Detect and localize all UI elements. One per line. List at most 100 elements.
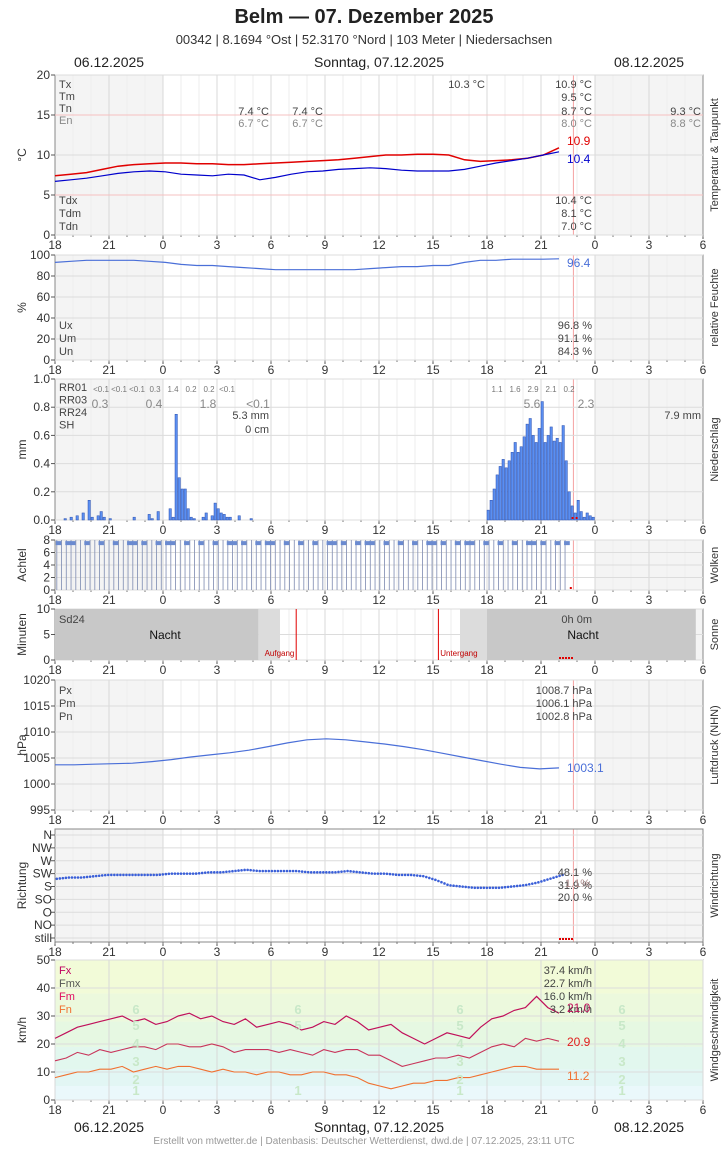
wind-dir-point bbox=[506, 885, 510, 889]
precip-bar bbox=[510, 452, 514, 521]
wind-dir-point bbox=[391, 873, 395, 876]
precip-bar bbox=[519, 446, 523, 521]
last-humidity-label: 96.4 bbox=[567, 256, 591, 270]
beaufort-label: 6 bbox=[294, 1002, 301, 1017]
x-tick-label: 18 bbox=[48, 813, 62, 827]
x-tick-label: 18 bbox=[480, 363, 494, 377]
stat-tm: 9.5 °C bbox=[561, 92, 592, 104]
wind-dir-point bbox=[137, 873, 140, 877]
x-tick-label: 21 bbox=[534, 238, 548, 252]
wind-dir-point bbox=[173, 872, 177, 875]
precip-bar bbox=[183, 488, 187, 521]
cloud-cap bbox=[530, 541, 537, 546]
missing-marker bbox=[568, 938, 570, 940]
y-tick-label: 5 bbox=[43, 188, 50, 202]
y-axis-label-press: hPa bbox=[15, 734, 29, 756]
wind-dir-point bbox=[122, 873, 125, 877]
wind-dir-point bbox=[146, 873, 149, 877]
y-tick-label: 0 bbox=[43, 228, 50, 242]
precip-bar bbox=[87, 500, 91, 521]
wind-stat-value: 22.7 km/h bbox=[544, 978, 592, 990]
precip-bar bbox=[201, 516, 205, 521]
precip-bar bbox=[507, 460, 511, 521]
wind-dir-point bbox=[315, 871, 319, 874]
side-label-hum: relative Feuchte bbox=[709, 268, 721, 346]
y-tick-label: still bbox=[35, 931, 52, 945]
rr24-next: 7.9 mm bbox=[664, 410, 701, 422]
beaufort-label: 4 bbox=[456, 1036, 464, 1051]
day-next-label: 08.12.2025 bbox=[614, 54, 685, 70]
side-label-temp: Temperatur & Taupunkt bbox=[709, 98, 721, 212]
last-min-label: 11.2 bbox=[567, 1069, 590, 1083]
beaufort-label: 1 bbox=[294, 1083, 301, 1098]
last-mean-label: 20.9 bbox=[567, 1035, 591, 1049]
x-tick-label: 6 bbox=[700, 663, 707, 677]
x-tick-label: 6 bbox=[268, 813, 275, 827]
wind-dir-point bbox=[543, 879, 546, 882]
precip-bar bbox=[249, 518, 253, 521]
precip-bar bbox=[90, 516, 94, 521]
precip-bar bbox=[546, 435, 550, 521]
x-tick-label: 3 bbox=[214, 593, 221, 607]
wind-dir-point bbox=[55, 877, 59, 881]
y-tick-label: 20 bbox=[37, 1037, 51, 1051]
precip-bar bbox=[549, 426, 553, 521]
wind-dir-point bbox=[527, 882, 531, 886]
wind-dir-point bbox=[515, 884, 519, 888]
y-tick-label: 0 bbox=[43, 583, 50, 597]
x-tick-label: 6 bbox=[268, 593, 275, 607]
wind-dir-point bbox=[340, 870, 343, 873]
precip-bar bbox=[543, 442, 547, 521]
wind-dir-point bbox=[116, 873, 119, 877]
beaufort-label: 3 bbox=[456, 1054, 463, 1069]
panel-hum bbox=[51, 254, 704, 364]
beaufort-label: 4 bbox=[132, 1036, 140, 1051]
wind-dir-point bbox=[364, 871, 368, 875]
y-tick-label: 40 bbox=[37, 981, 51, 995]
cloud-cap bbox=[554, 541, 561, 546]
cloud-cap bbox=[226, 541, 233, 546]
side-label-wdir: Windrichtung bbox=[709, 853, 721, 917]
x-tick-label: 3 bbox=[214, 238, 221, 252]
wind-dir-point bbox=[388, 872, 392, 876]
stat-label-Fn: Fn bbox=[59, 1004, 72, 1016]
wind-dir-point bbox=[113, 873, 116, 877]
y-axis-label-cloud: Achtel bbox=[15, 548, 29, 581]
wind-dir-point bbox=[94, 874, 98, 878]
wind-dir-point bbox=[358, 870, 361, 874]
hourly-prev-value: <0.1 bbox=[93, 385, 109, 394]
y-tick-label: 20 bbox=[37, 68, 51, 82]
x-tick-label: 3 bbox=[214, 523, 221, 537]
x-tick-label: 12 bbox=[372, 813, 386, 827]
wind-dir-point bbox=[279, 869, 283, 873]
wind-dir-point bbox=[394, 873, 398, 876]
wind-dir-point bbox=[203, 871, 207, 874]
x-tick-label: 3 bbox=[646, 663, 653, 677]
x-tick-label: 18 bbox=[480, 945, 494, 959]
x-tick-label: 0 bbox=[592, 945, 599, 959]
y-tick-label: 100 bbox=[30, 248, 50, 262]
x-tick-label: 0 bbox=[592, 593, 599, 607]
dewpoint-line bbox=[54, 151, 560, 182]
precip-bar bbox=[81, 512, 85, 521]
x-tick-label: 21 bbox=[102, 523, 116, 537]
wind-dir-point bbox=[346, 869, 349, 873]
stat-label-Ux: Ux bbox=[59, 320, 73, 332]
stat-label-Um: Um bbox=[59, 333, 76, 345]
y-tick-label: 50 bbox=[37, 953, 51, 967]
y-tick-label: 10 bbox=[37, 148, 51, 162]
wind-dir-point bbox=[337, 870, 340, 874]
y-tick-label: NO bbox=[34, 918, 52, 932]
hourly-prev-value: 0.2 bbox=[185, 385, 197, 394]
wind-dir-point bbox=[343, 870, 346, 873]
y-tick-label: 60 bbox=[37, 290, 51, 304]
cloud-cap bbox=[255, 541, 262, 546]
precip-bar bbox=[186, 508, 190, 521]
y-axis-label-temp: °C bbox=[15, 148, 29, 162]
x-tick-label: 3 bbox=[214, 663, 221, 677]
cloud-cap bbox=[469, 541, 475, 546]
cloud-cap bbox=[98, 541, 105, 546]
x-tick-label: 0 bbox=[592, 363, 599, 377]
precip-bar bbox=[180, 488, 184, 521]
wind-dir-point bbox=[191, 872, 195, 875]
